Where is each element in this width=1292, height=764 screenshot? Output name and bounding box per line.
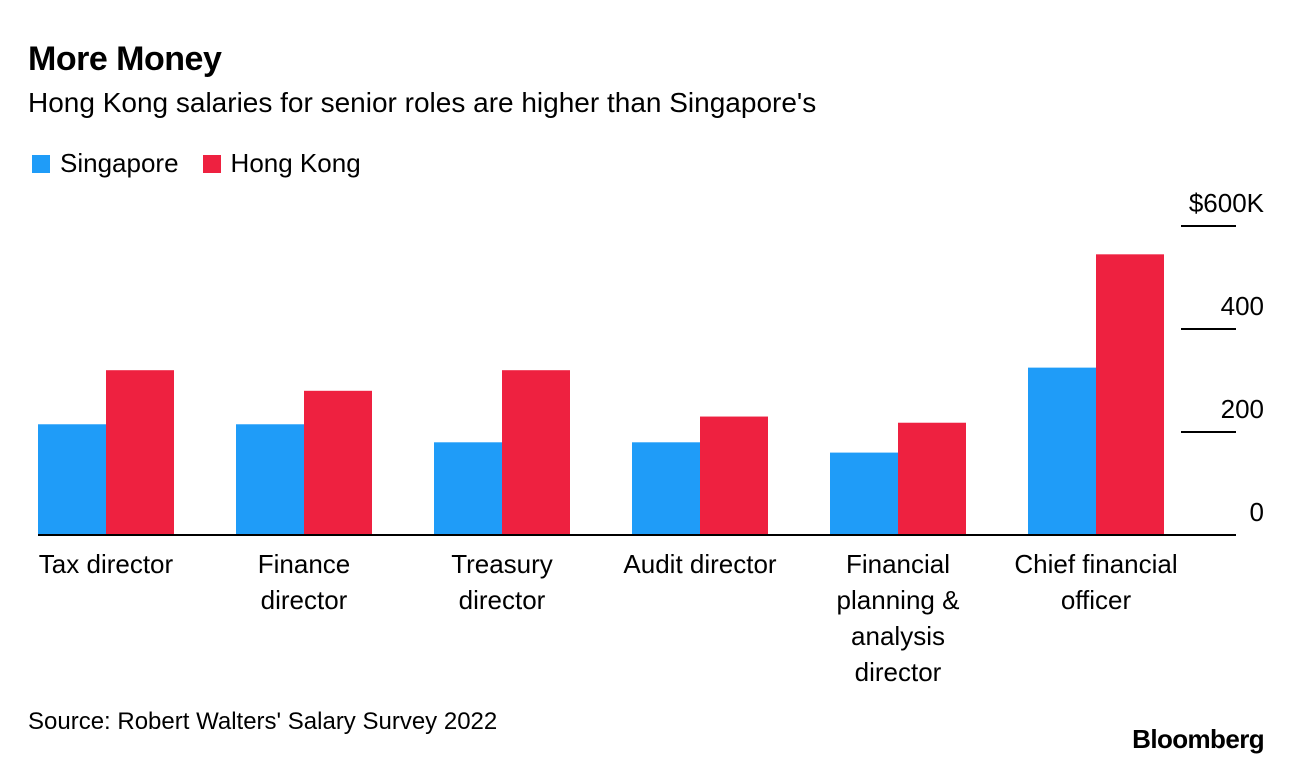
bar-singapore-0 (38, 424, 106, 535)
legend: Singapore Hong Kong (32, 148, 385, 179)
x-tick-label-5-line-1: officer (1061, 585, 1132, 615)
y-tick-label-600: $600K (1189, 188, 1265, 218)
y-tick-label-200: 200 (1221, 394, 1264, 424)
bar-hong-kong-5 (1096, 254, 1164, 535)
x-tick-label-2-line-1: director (459, 585, 546, 615)
legend-label-singapore: Singapore (60, 148, 179, 178)
y-tick-label-0: 0 (1250, 497, 1264, 527)
y-tick-label-400: 400 (1221, 291, 1264, 321)
legend-swatch-hong-kong (202, 154, 221, 173)
bar-singapore-3 (632, 442, 700, 535)
x-tick-label-4-line-1: planning & (837, 585, 960, 615)
chart-title: More Money (28, 40, 222, 78)
bar-hong-kong-3 (700, 416, 768, 535)
x-tick-label-4-line-2: analysis (851, 621, 945, 651)
bar-hong-kong-1 (304, 390, 372, 535)
bar-hong-kong-0 (106, 370, 174, 535)
bar-singapore-2 (434, 442, 502, 535)
legend-label-hong-kong: Hong Kong (230, 148, 361, 178)
x-tick-label-4-line-0: Financial (846, 549, 950, 579)
x-tick-label-5-line-0: Chief financial (1014, 549, 1177, 579)
legend-item-singapore: Singapore (32, 148, 179, 179)
bloomberg-logo: Bloomberg (1132, 724, 1264, 754)
source-note: Source: Robert Walters' Salary Survey 20… (28, 708, 498, 735)
x-tick-label-3-line-0: Audit director (623, 549, 777, 579)
x-tick-label-4-line-3: director (855, 657, 942, 687)
legend-item-hong-kong: Hong Kong (202, 148, 361, 179)
x-tick-label-2-line-0: Treasury (451, 549, 553, 579)
chart-subtitle: Hong Kong salaries for senior roles are … (28, 87, 817, 118)
x-tick-label-0-line-0: Tax director (39, 549, 174, 579)
bar-hong-kong-2 (502, 370, 570, 535)
legend-swatch-singapore (32, 154, 50, 173)
x-tick-label-1-line-1: director (261, 585, 348, 615)
bar-singapore-4 (830, 452, 898, 535)
bar-hong-kong-4 (898, 422, 966, 535)
bar-singapore-5 (1028, 367, 1096, 535)
x-tick-label-1-line-0: Finance (258, 549, 351, 579)
bar-singapore-1 (236, 424, 304, 535)
